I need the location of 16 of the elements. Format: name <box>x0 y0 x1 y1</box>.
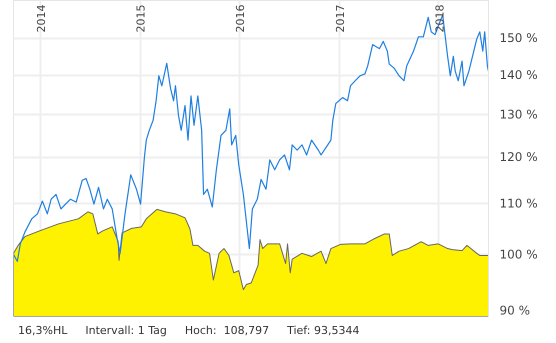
text: 16,3%HL <box>18 324 68 337</box>
y-tick-label: 140 % <box>500 68 538 82</box>
text: Intervall: 1 Tag <box>85 324 167 337</box>
x-tick-label: 2016 <box>234 4 248 32</box>
text: Tief: 93,5344 <box>287 324 360 337</box>
y-tick-label: 130 % <box>500 108 538 122</box>
x-tick-label: 2018 <box>433 4 446 32</box>
y-tick-label: 120 % <box>500 150 538 164</box>
x-tick-label: 2015 <box>134 4 148 32</box>
y-tick-label: 150 % <box>500 31 538 46</box>
text: Hoch: 108,797 <box>184 324 270 337</box>
y-tick-label: 110 % <box>500 196 538 211</box>
y-tick-label: 90 % <box>500 304 530 318</box>
y-tick-label: 100 % <box>500 247 538 262</box>
x-tick-label: 2017 <box>334 4 347 32</box>
x-tick-label: 2014 <box>34 4 48 32</box>
